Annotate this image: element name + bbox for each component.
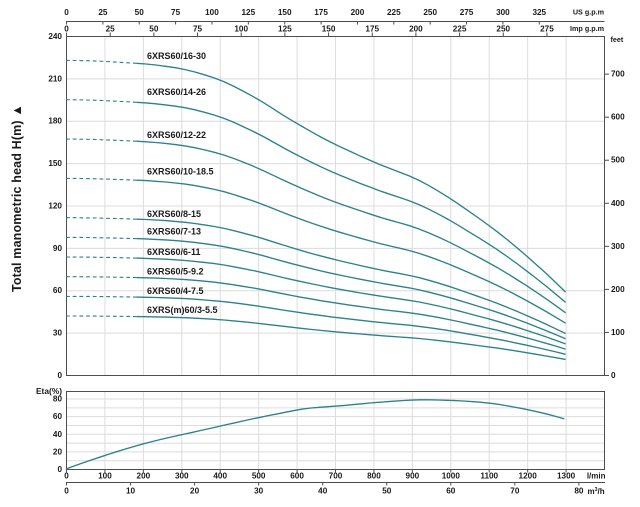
svg-text:125: 125 (278, 25, 292, 34)
svg-text:6XRS60/8-15: 6XRS60/8-15 (147, 209, 201, 219)
svg-text:40: 40 (318, 487, 328, 496)
svg-text:250: 250 (423, 8, 437, 17)
svg-text:Eta(%): Eta(%) (36, 386, 62, 396)
svg-text:1200: 1200 (519, 472, 538, 481)
svg-text:0: 0 (57, 465, 62, 474)
svg-text:6XRS60/6-11: 6XRS60/6-11 (147, 247, 201, 257)
svg-text:50: 50 (382, 487, 392, 496)
svg-text:60: 60 (446, 487, 456, 496)
svg-text:100: 100 (98, 472, 112, 481)
svg-text:275: 275 (460, 8, 474, 17)
svg-text:6XRS60/5-9.2: 6XRS60/5-9.2 (147, 267, 204, 277)
svg-text:600: 600 (290, 472, 304, 481)
svg-text:400: 400 (213, 472, 227, 481)
svg-text:75: 75 (193, 25, 203, 34)
svg-text:400: 400 (611, 199, 625, 208)
svg-text:25: 25 (106, 25, 116, 34)
svg-text:225: 225 (387, 8, 401, 17)
svg-text:700: 700 (611, 70, 625, 79)
svg-text:1300: 1300 (557, 472, 576, 481)
svg-text:700: 700 (329, 472, 343, 481)
svg-text:6XRS(m)60/3-5.5: 6XRS(m)60/3-5.5 (147, 305, 218, 315)
svg-text:25: 25 (98, 8, 108, 17)
svg-text:20: 20 (190, 487, 200, 496)
svg-text:120: 120 (48, 202, 62, 211)
svg-text:150: 150 (322, 25, 336, 34)
svg-text:325: 325 (532, 8, 546, 17)
svg-text:Total manometric head H(m) ▲: Total manometric head H(m) ▲ (10, 104, 24, 292)
svg-text:100: 100 (205, 8, 219, 17)
svg-text:210: 210 (48, 74, 62, 83)
svg-text:US g.p.m: US g.p.m (573, 8, 604, 17)
svg-text:m3/h: m3/h (588, 487, 605, 496)
svg-text:150: 150 (278, 8, 292, 17)
svg-text:0: 0 (57, 371, 62, 380)
svg-text:20: 20 (53, 447, 63, 456)
svg-text:800: 800 (367, 472, 381, 481)
svg-text:125: 125 (242, 8, 256, 17)
svg-text:70: 70 (510, 487, 520, 496)
svg-text:175: 175 (365, 25, 379, 34)
svg-text:80: 80 (574, 487, 584, 496)
svg-text:30: 30 (254, 487, 264, 496)
svg-text:50: 50 (135, 8, 145, 17)
svg-text:500: 500 (252, 472, 266, 481)
svg-text:0: 0 (64, 487, 69, 496)
svg-text:30: 30 (53, 329, 63, 338)
svg-text:200: 200 (351, 8, 365, 17)
svg-text:6XRS60/14-26: 6XRS60/14-26 (147, 87, 206, 97)
svg-text:200: 200 (409, 25, 423, 34)
svg-text:200: 200 (611, 285, 625, 294)
svg-text:6XRS60/16-30: 6XRS60/16-30 (147, 51, 206, 61)
svg-text:40: 40 (53, 430, 63, 439)
svg-text:500: 500 (611, 156, 625, 165)
svg-text:60: 60 (53, 412, 63, 421)
svg-text:275: 275 (540, 25, 554, 34)
svg-text:l/min: l/min (587, 472, 606, 481)
svg-text:6XRS60/12-22: 6XRS60/12-22 (147, 130, 206, 140)
svg-text:180: 180 (48, 117, 62, 126)
svg-text:240: 240 (48, 32, 62, 41)
svg-text:1100: 1100 (480, 472, 498, 481)
svg-text:6XRS60/10-18.5: 6XRS60/10-18.5 (147, 166, 214, 176)
svg-text:10: 10 (126, 487, 136, 496)
svg-text:Imp g.p.m: Imp g.p.m (570, 24, 604, 33)
svg-text:0: 0 (611, 371, 616, 380)
svg-text:100: 100 (234, 25, 248, 34)
svg-text:6XRS60/7-13: 6XRS60/7-13 (147, 227, 201, 237)
svg-text:225: 225 (453, 25, 467, 34)
svg-text:100: 100 (611, 328, 625, 337)
svg-text:90: 90 (53, 244, 63, 253)
svg-text:600: 600 (611, 113, 625, 122)
svg-text:1000: 1000 (442, 472, 461, 481)
svg-text:0: 0 (64, 472, 69, 481)
svg-text:60: 60 (53, 286, 63, 295)
svg-text:150: 150 (48, 159, 62, 168)
svg-text:80: 80 (53, 395, 63, 404)
svg-text:900: 900 (406, 472, 420, 481)
svg-text:50: 50 (149, 25, 159, 34)
svg-text:300: 300 (611, 242, 625, 251)
svg-text:250: 250 (496, 25, 510, 34)
svg-text:feet: feet (611, 35, 624, 44)
svg-text:6XRS60/4-7.5: 6XRS60/4-7.5 (147, 286, 204, 296)
svg-text:200: 200 (137, 472, 151, 481)
svg-text:300: 300 (175, 472, 189, 481)
svg-text:300: 300 (496, 8, 510, 17)
svg-text:75: 75 (171, 8, 181, 17)
svg-text:175: 175 (314, 8, 328, 17)
svg-text:0: 0 (64, 8, 69, 17)
svg-text:0: 0 (64, 25, 69, 34)
